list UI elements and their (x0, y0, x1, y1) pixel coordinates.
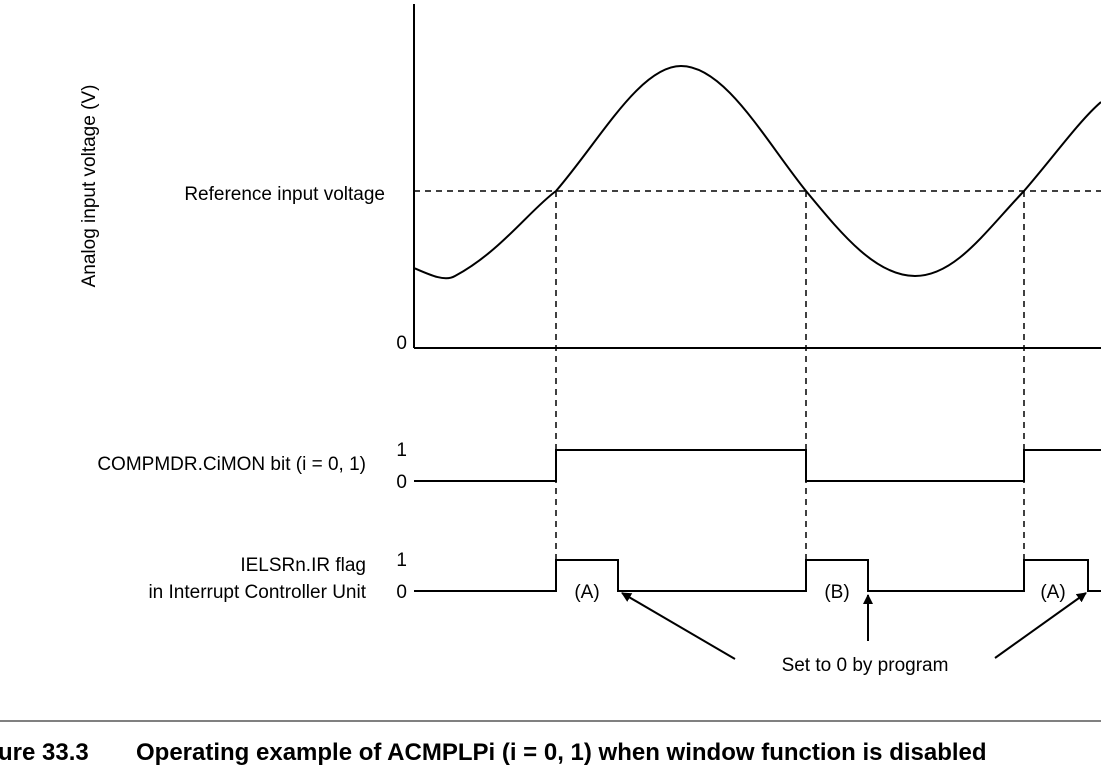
ielsr-high-label: 1 (396, 550, 407, 571)
reference-voltage-label: Reference input voltage (184, 184, 385, 205)
y-axis-label: Analog input voltage (V) (79, 85, 100, 288)
ielsr-label-line2: in Interrupt Controller Unit (148, 582, 366, 603)
zero-voltage-label: 0 (396, 333, 407, 354)
ielsr-label-line1: IELSRn.IR flag (240, 555, 366, 576)
analog-input-curve (413, 64, 1101, 280)
arrow-to-pulse-a1 (621, 592, 736, 660)
pulse-label-b: (B) (824, 582, 849, 603)
compmdr-label: COMPMDR.CiMON bit (i = 0, 1) (97, 454, 366, 475)
ielsr-low-label: 0 (396, 582, 407, 603)
figure-number: ure 33.3 (0, 739, 89, 766)
compmdr-high-label: 1 (396, 440, 407, 461)
pulse-label-a2: (A) (1040, 582, 1065, 603)
pulse-label-a1: (A) (574, 582, 599, 603)
arrow-to-pulse-a2 (994, 592, 1087, 659)
figure-caption: Operating example of ACMPLPi (i = 0, 1) … (136, 739, 987, 766)
compmdr-waveform (414, 449, 1101, 482)
set-to-zero-annotation: Set to 0 by program (782, 655, 949, 676)
compmdr-low-label: 0 (396, 472, 407, 493)
ielsr-waveform (414, 559, 1101, 592)
